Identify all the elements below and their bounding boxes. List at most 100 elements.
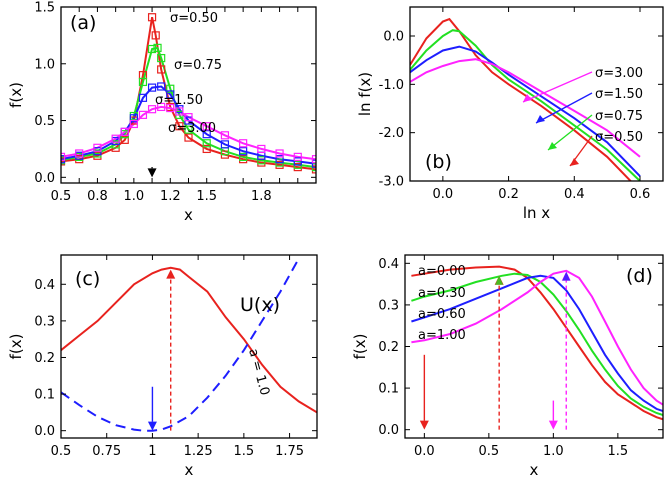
panel-a: 0.5 0.8 1.0 1.2 1.5 1.80.00.51.01.5xf(x)(a) σ=… bbox=[7, 1, 317, 224]
plot-frame bbox=[409, 6, 664, 182]
series-line-3 bbox=[61, 105, 316, 161]
legend-pointer bbox=[535, 92, 593, 124]
data-point-marker bbox=[111, 134, 120, 143]
x-tick-label: 0.0 bbox=[414, 444, 435, 459]
series-group bbox=[410, 17, 641, 181]
data-point-marker bbox=[75, 149, 84, 158]
legend-label: σ=1.50 bbox=[595, 87, 643, 102]
y-tick-label: 0.1 bbox=[34, 388, 55, 403]
legend-pointer bbox=[522, 71, 593, 103]
series-line-1 bbox=[410, 29, 641, 181]
series-group bbox=[61, 258, 317, 432]
series-group bbox=[411, 265, 663, 421]
legend-pointer-head bbox=[536, 115, 545, 123]
y-tick-label: 0.5 bbox=[34, 114, 55, 129]
data-point-marker bbox=[61, 152, 66, 161]
x-tick-label: 0.6 bbox=[630, 187, 651, 202]
series-label-0: σ=0.50 bbox=[170, 11, 218, 26]
min-marker-a100-head bbox=[548, 420, 558, 430]
data-point-marker bbox=[175, 122, 184, 131]
data-point-marker bbox=[147, 44, 157, 54]
data-point-marker bbox=[138, 93, 148, 102]
data-point-marker bbox=[157, 102, 166, 112]
x-tick-label: 0.2 bbox=[498, 187, 519, 202]
plot-frame bbox=[404, 254, 664, 439]
data-point-marker bbox=[129, 114, 138, 123]
x-tick-label: 0.0 bbox=[433, 187, 454, 202]
legend-pointer-head bbox=[548, 142, 557, 150]
legend-label: σ=0.50 bbox=[595, 130, 643, 145]
peak-marker-a30 bbox=[495, 275, 504, 285]
x-axis-label: x bbox=[530, 461, 539, 479]
series-line-3 bbox=[410, 58, 641, 158]
data-point-marker bbox=[311, 155, 316, 164]
data-point-marker bbox=[293, 152, 302, 161]
data-point-marker bbox=[157, 65, 166, 74]
y-tick-label: 0.3 bbox=[378, 298, 399, 313]
data-point-marker bbox=[184, 125, 193, 134]
x-tick-label: 0.8 bbox=[87, 189, 108, 204]
series-line-0 bbox=[410, 17, 632, 181]
y-tick-label: 0.3 bbox=[34, 314, 55, 329]
legend-label: σ=3.00 bbox=[595, 66, 643, 81]
peak-arrow-head bbox=[147, 168, 157, 178]
panel-c: 0.5 0.75 1 1.25 1.5 1.75 0.0 0.1 0.2 0.3 0.4 x f(x) (… bbox=[7, 254, 318, 479]
x-tick-label: 0.5 bbox=[51, 189, 72, 204]
panel-b: 0.0 0.2 0.4 0.6 0.0 -1.0 -2.0 -3.0 ln x ln f(x) (b… bbox=[356, 6, 664, 222]
series-line-0 bbox=[411, 265, 663, 421]
data-point-marker bbox=[184, 113, 193, 122]
data-point-marker bbox=[202, 139, 211, 148]
series-label-2: σ=1.50 bbox=[155, 93, 203, 108]
data-point-marker bbox=[220, 131, 230, 140]
x-tick-label: 0.5 bbox=[51, 444, 72, 459]
potential-label: U(x) bbox=[240, 294, 280, 316]
series-line-2 bbox=[411, 274, 663, 412]
x-tick-label: 0.4 bbox=[564, 187, 585, 202]
legend-pointer bbox=[547, 114, 593, 151]
data-point-marker bbox=[202, 130, 211, 139]
min-marker-head bbox=[147, 421, 157, 431]
y-tick-label: 0.4 bbox=[378, 257, 399, 272]
y-tick-label: 0.0 bbox=[34, 171, 55, 186]
data-point-marker bbox=[239, 147, 248, 156]
y-tick-label: 1.5 bbox=[34, 1, 55, 16]
y-tick-label: 0.2 bbox=[34, 351, 55, 366]
data-point-marker bbox=[166, 90, 175, 99]
y-tick-label: 0.1 bbox=[378, 382, 399, 397]
series-label-1: σ=0.75 bbox=[174, 58, 222, 73]
panel-label: (c) bbox=[75, 268, 100, 290]
y-tick-label: 1.0 bbox=[34, 57, 55, 72]
series-line-2 bbox=[410, 45, 641, 177]
peak-marker-head bbox=[166, 269, 176, 279]
plot-frame bbox=[60, 254, 318, 439]
legend-label: a=0.30 bbox=[418, 286, 466, 301]
data-point-marker bbox=[257, 144, 266, 154]
panel-label: (b) bbox=[425, 151, 452, 173]
data-point-marker bbox=[184, 133, 193, 142]
series-label-3: σ=3.00 bbox=[168, 121, 216, 136]
y-tick-label: -3.0 bbox=[379, 175, 404, 190]
series-line-1 bbox=[61, 258, 300, 432]
y-tick-label: 0.0 bbox=[34, 424, 55, 439]
data-point-marker bbox=[147, 105, 157, 114]
legend-pointer-head bbox=[523, 94, 532, 102]
x-axis-label: ln x bbox=[523, 204, 550, 222]
x-tick-label: 1.8 bbox=[251, 189, 272, 204]
data-point-marker bbox=[153, 43, 162, 52]
data-point-marker bbox=[147, 13, 157, 22]
y-tick-label: -1.0 bbox=[379, 78, 404, 93]
data-point-marker bbox=[157, 82, 166, 91]
y-tick-label: 0.4 bbox=[34, 278, 55, 293]
x-tick-label: 1.25 bbox=[184, 444, 213, 459]
y-tick-label: -2.0 bbox=[379, 126, 404, 141]
x-tick-label: 1.5 bbox=[234, 444, 255, 459]
panel-label: (a) bbox=[70, 12, 96, 34]
data-point-marker bbox=[175, 107, 184, 116]
legend-label: a=0.00 bbox=[418, 264, 466, 279]
panel-label: (d) bbox=[626, 265, 653, 287]
data-point-marker bbox=[166, 103, 175, 113]
data-point-marker bbox=[220, 140, 230, 149]
data-point-marker bbox=[157, 53, 166, 63]
x-tick-label: 0.75 bbox=[92, 444, 121, 459]
